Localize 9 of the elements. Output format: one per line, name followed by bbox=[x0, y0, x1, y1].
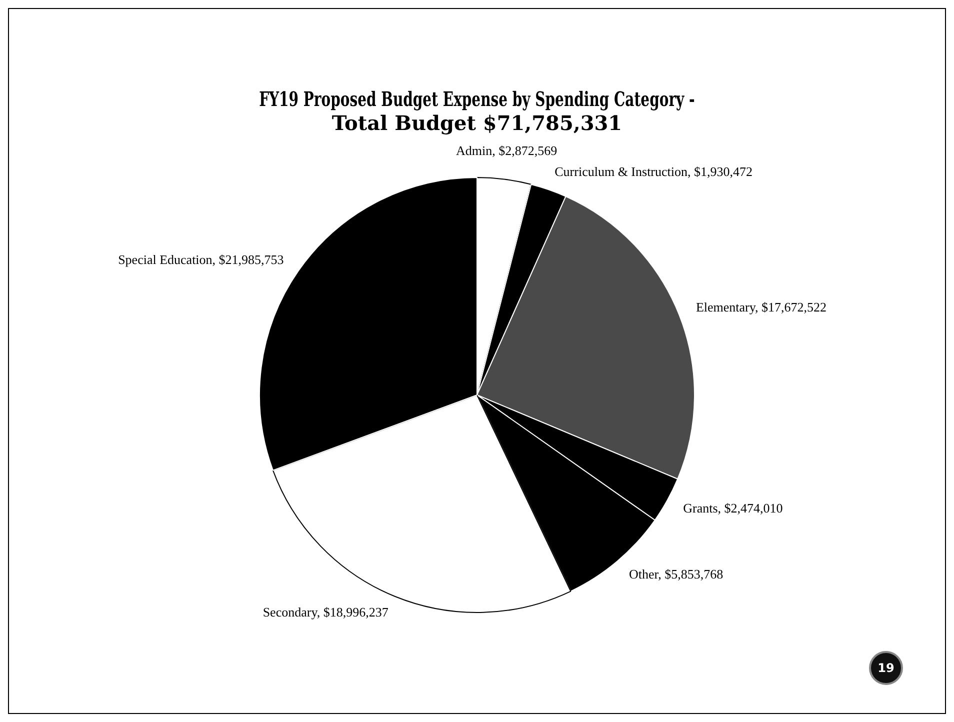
slice-label: Grants, $2,474,010 bbox=[683, 500, 783, 516]
slice-label: Other, $5,853,768 bbox=[629, 566, 724, 582]
text: 19 bbox=[878, 661, 894, 675]
chart-title: FY19 Proposed Budget Expense by Spending Category - Total Budget $71,785,331 bbox=[259, 88, 695, 136]
slice-label: Curriculum & Instruction, $1,930,472 bbox=[554, 164, 753, 180]
slice-label: Special Education, $21,985,753 bbox=[118, 252, 284, 267]
slice-label: Elementary, $17,672,522 bbox=[696, 300, 827, 315]
slice-label: Secondary, $18,996,237 bbox=[262, 604, 389, 620]
slice-label: Admin, $2,872,569 bbox=[456, 142, 558, 158]
